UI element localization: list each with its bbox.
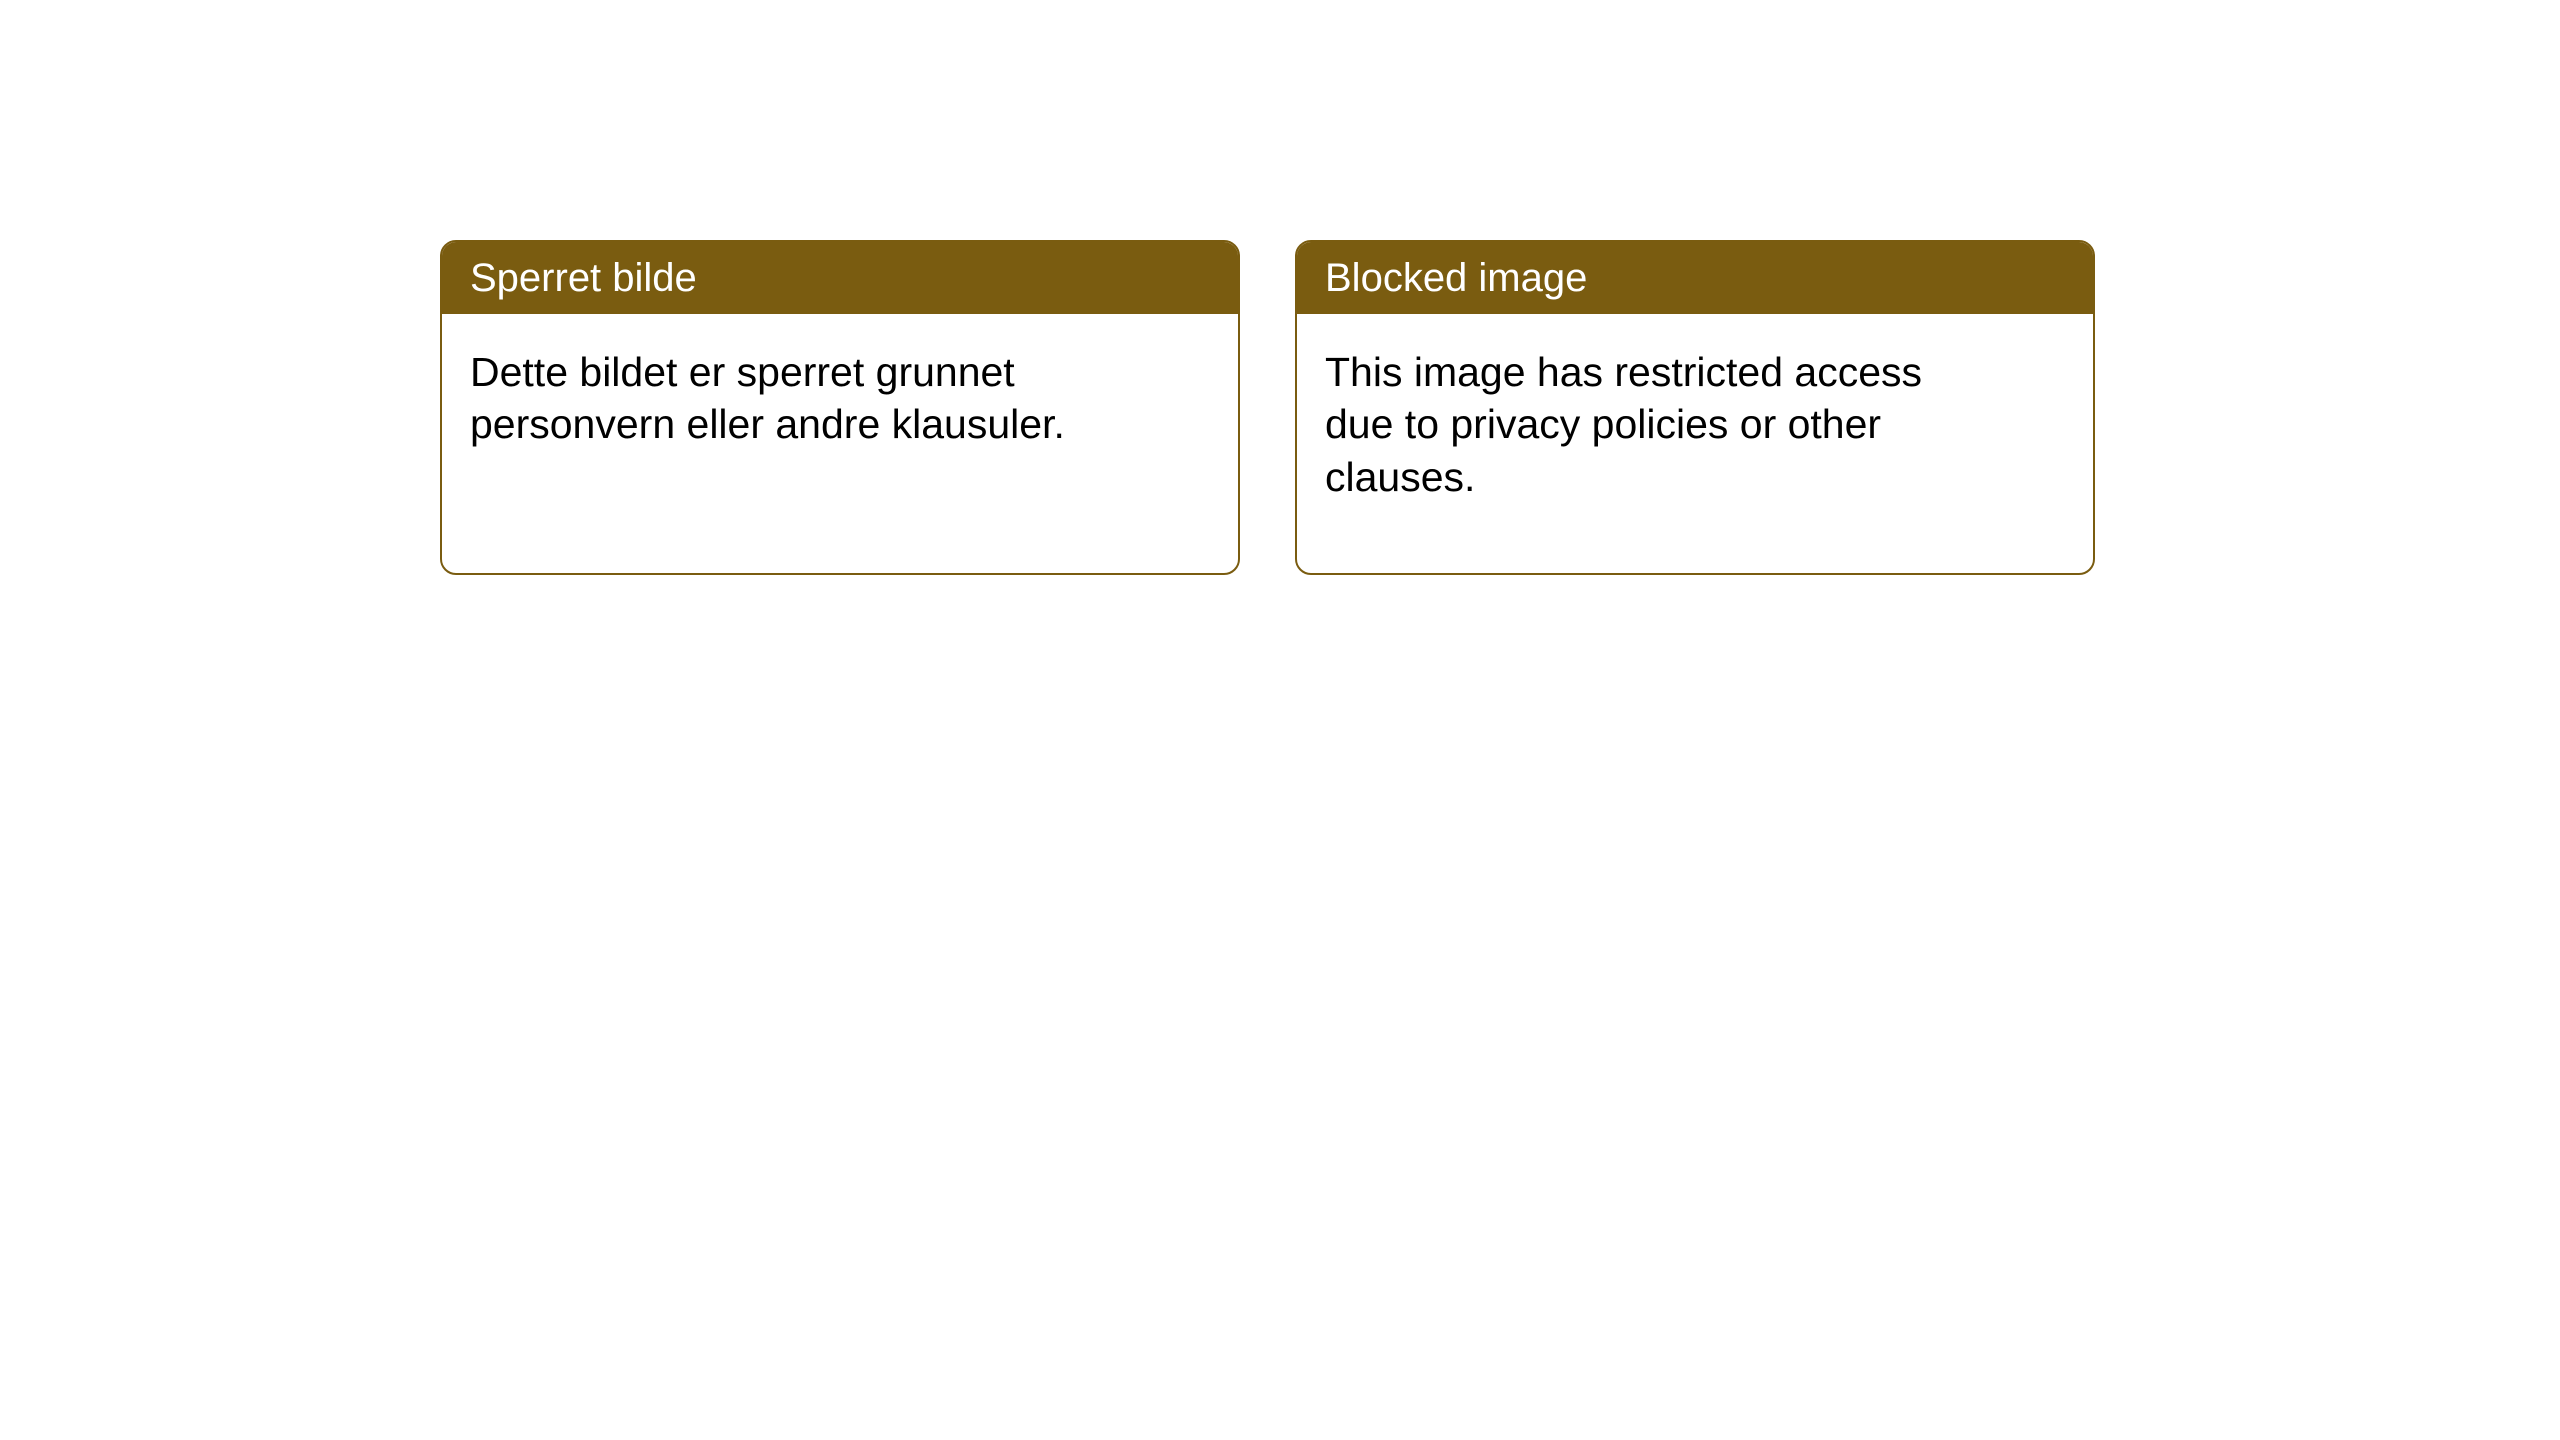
card-header-no: Sperret bilde — [442, 242, 1238, 314]
card-header-en: Blocked image — [1297, 242, 2093, 314]
card-body-no: Dette bildet er sperret grunnet personve… — [442, 314, 1112, 483]
blocked-image-card-en: Blocked image This image has restricted … — [1295, 240, 2095, 575]
card-body-text-en: This image has restricted access due to … — [1325, 349, 1922, 500]
card-header-title-en: Blocked image — [1325, 256, 1587, 300]
card-header-title-no: Sperret bilde — [470, 256, 697, 300]
blocked-image-card-no: Sperret bilde Dette bildet er sperret gr… — [440, 240, 1240, 575]
card-body-text-no: Dette bildet er sperret grunnet personve… — [470, 349, 1065, 447]
notice-container: Sperret bilde Dette bildet er sperret gr… — [0, 0, 2560, 575]
card-body-en: This image has restricted access due to … — [1297, 314, 1967, 535]
